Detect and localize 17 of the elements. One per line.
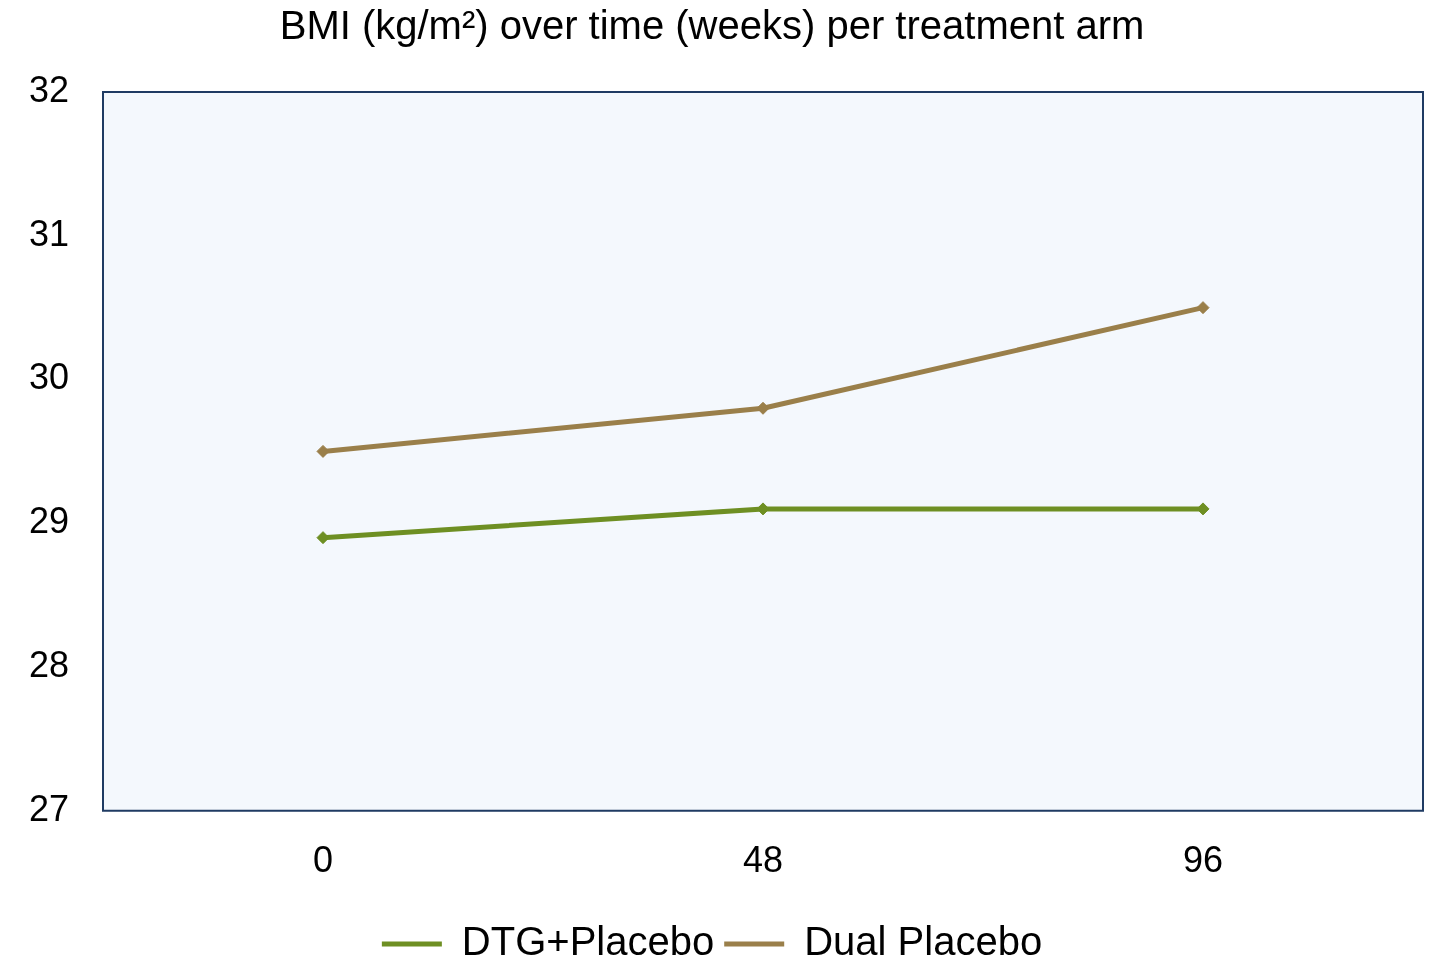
x-tick-label: 48 [742,839,784,881]
y-tick-label: 31 [28,212,69,254]
y-tick-label: 28 [28,643,69,685]
y-tick-label: 29 [28,500,69,542]
chart-title: BMI (kg/m²) over time (weeks) per treatment arm [279,3,1145,48]
x-tick-label: 0 [312,839,334,881]
point [316,444,330,458]
y-tick-label: 30 [28,356,69,398]
y-tick-label: 32 [28,68,69,110]
point [1196,301,1210,315]
y-tick-label: 27 [28,787,69,829]
x-tick-label: 96 [1182,839,1224,881]
point [756,502,770,516]
legend-label: DTG+Placebo [461,919,715,964]
legend-label: Dual Placebo [804,919,1043,964]
point [756,401,770,415]
point [1196,502,1210,516]
